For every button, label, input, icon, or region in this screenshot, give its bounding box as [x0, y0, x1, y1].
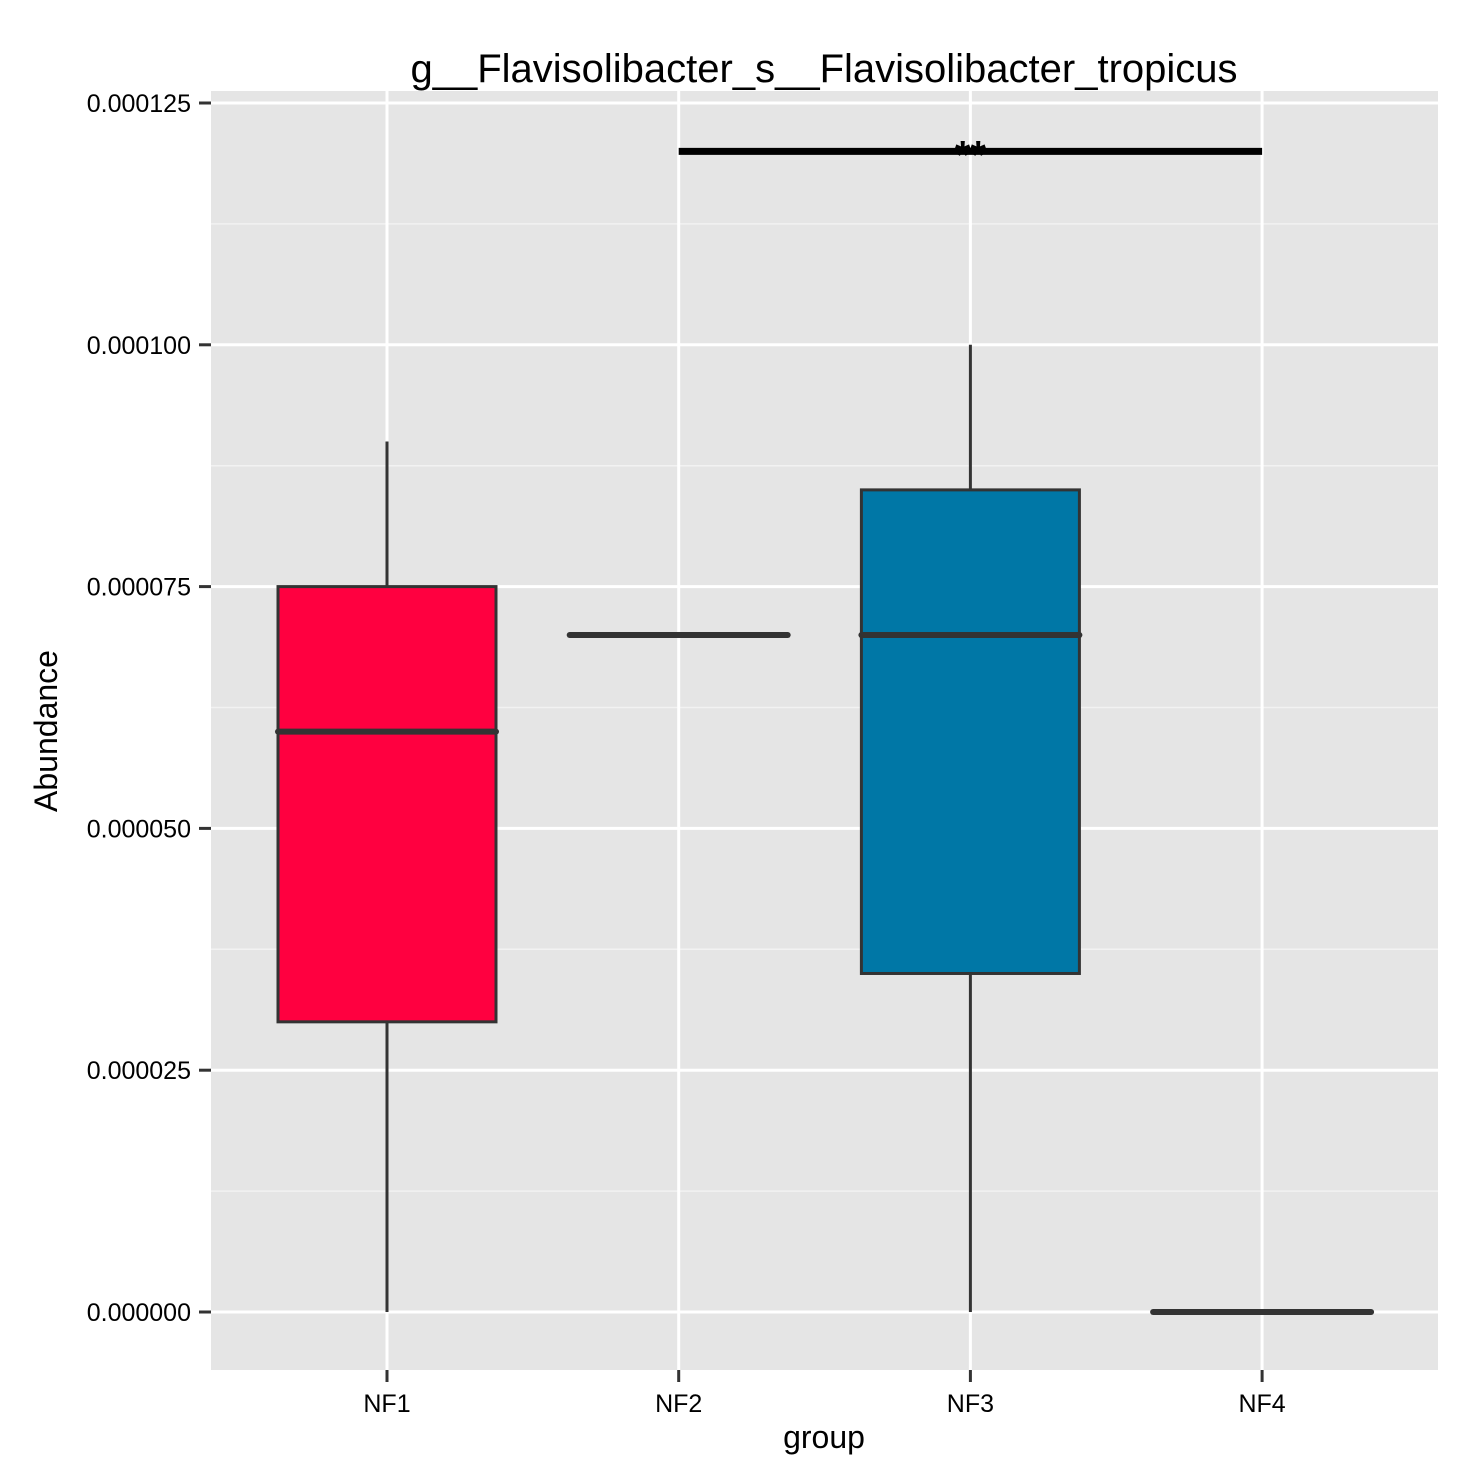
x-axis: NF1 NF2 NF3 NF4: [363, 1370, 1286, 1418]
y-tick-label: 0.000100: [87, 332, 191, 360]
x-axis-title: group: [783, 1419, 865, 1455]
y-axis-title: Abundance: [28, 650, 64, 812]
chart-title: g__Flavisolibacter_s__Flavisolibacter_tr…: [410, 47, 1237, 91]
box-nf3: [858, 344, 1083, 1312]
x-tick-label: NF1: [363, 1390, 410, 1418]
x-tick-label: NF3: [947, 1390, 994, 1418]
y-tick-label: 0.000000: [87, 1299, 191, 1327]
box-nf1: [275, 441, 499, 1312]
y-axis: 0.000000 0.000025 0.000050 0.000075 0.000100…: [87, 90, 211, 1327]
box-body: [859, 488, 1081, 975]
box-body: [276, 585, 498, 1024]
x-tick-label: NF2: [655, 1390, 702, 1418]
box-plots: [275, 344, 1375, 1315]
significance-label: **: [955, 133, 987, 177]
y-tick-label: 0.000025: [87, 1057, 191, 1085]
y-tick-label: 0.000125: [87, 90, 191, 118]
significance-annotation: **: [678, 133, 1263, 177]
y-tick-label: 0.000075: [87, 574, 191, 602]
x-tick-label: NF4: [1238, 1390, 1285, 1418]
y-tick-label: 0.000050: [87, 815, 191, 843]
